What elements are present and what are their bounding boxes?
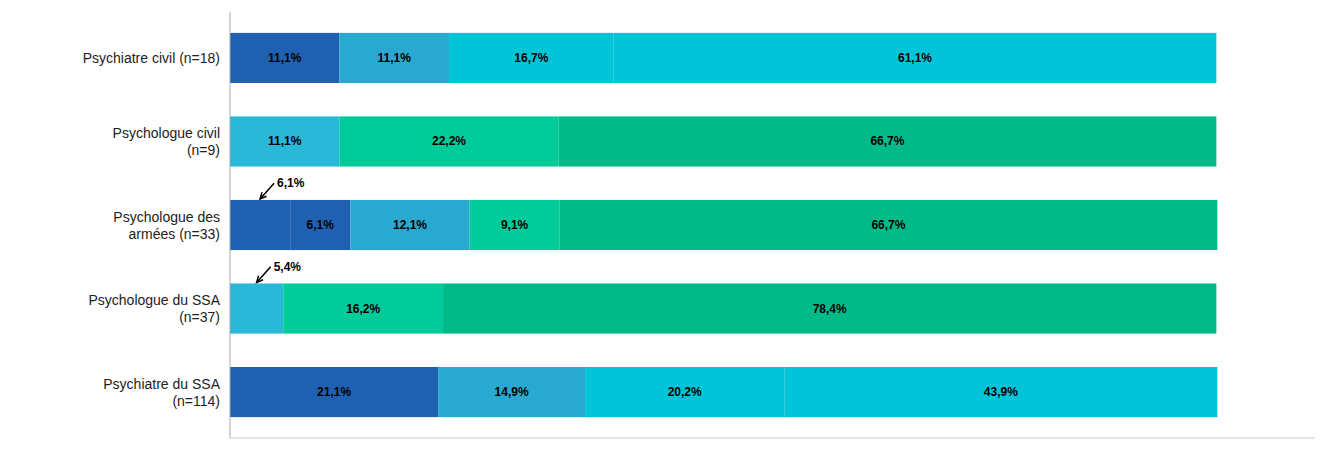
bar-segment (558, 116, 1216, 166)
annotation: 6,1% (277, 176, 305, 190)
bar-segment (290, 200, 350, 250)
y-tick-label: Psychologue desarmées (n=33) (113, 209, 220, 242)
bar-segment (283, 283, 443, 333)
annotation-arrowhead (257, 276, 263, 283)
data-label: 14,9% (495, 385, 529, 399)
bar-segment (230, 367, 438, 417)
y-tick-labels: Psychiatre civil (n=18) Psychologue civil… (83, 50, 221, 409)
data-label: 43,9% (984, 385, 1018, 399)
data-label: 78,4% (813, 302, 847, 316)
annotation-arrow (257, 267, 271, 283)
data-label: 9,1% (501, 218, 529, 232)
bar-segment (443, 283, 1216, 333)
bar-segment (230, 200, 290, 250)
data-label: 66,7% (871, 218, 905, 232)
data-label: 6,1% (307, 218, 335, 232)
bar-segment (230, 33, 339, 83)
y-tick-label-line: Psychiatre civil (n=18) (83, 50, 220, 66)
y-tick-label-line: Psychologue des (113, 209, 220, 225)
data-label: 16,7% (514, 51, 548, 65)
bar-segment (614, 33, 1217, 83)
data-label: 11,1% (268, 134, 302, 148)
chart: 11,1% 11,1% 16,7% 61,1% 11,1% 22,2% 66,7% 6,1% 1… (0, 0, 1335, 453)
data-label: 22,2% (432, 134, 466, 148)
bar-segment (230, 116, 339, 166)
bar-segment (449, 33, 614, 83)
bar-segment (230, 283, 283, 333)
bar-segment (438, 367, 585, 417)
data-label: 21,1% (317, 385, 351, 399)
data-label: 11,1% (378, 51, 412, 65)
bar-segment (339, 33, 448, 83)
bar-segment (784, 367, 1217, 417)
annotation-arrow (260, 183, 274, 199)
annotation-arrowhead (260, 192, 266, 199)
y-tick-label: Psychologue civil(n=9) (113, 125, 220, 158)
data-label: 11,1% (268, 51, 302, 65)
bar-segment (585, 367, 784, 417)
y-tick-label-line: (n=9) (187, 142, 220, 158)
y-tick-label: Psychiatre du SSA(n=114) (103, 376, 220, 409)
y-tick-label-line: Psychologue du SSA (88, 292, 220, 308)
y-axis-line (230, 12, 231, 438)
data-labels: 11,1% 11,1% 16,7% 61,1% 11,1% 22,2% 66,7% 6,1% 1… (268, 51, 1018, 399)
bar-segment (339, 116, 558, 166)
bar-segment (350, 200, 469, 250)
data-label: 12,1% (393, 218, 427, 232)
bar-segment (559, 200, 1217, 250)
y-tick-label-line: (n=114) (172, 393, 220, 409)
y-tick-label: Psychologue du SSA(n=37) (88, 292, 220, 325)
annotation: 5,4% (274, 260, 302, 274)
y-tick-label-line: (n=37) (179, 309, 220, 325)
data-label: 66,7% (870, 134, 904, 148)
data-label: 16,2% (346, 302, 380, 316)
y-tick-label-line: armées (n=33) (129, 226, 220, 242)
x-axis-line (230, 438, 1315, 439)
data-label: 20,2% (668, 385, 702, 399)
data-label: 61,1% (898, 51, 932, 65)
y-tick-label: Psychiatre civil (n=18) (83, 50, 220, 66)
annotations: 6,1% 5,4% (257, 176, 305, 282)
y-tick-label-line: Psychologue civil (113, 125, 220, 141)
bars (230, 33, 1217, 417)
y-tick-label-line: Psychiatre du SSA (103, 376, 220, 392)
bar-segment (470, 200, 560, 250)
